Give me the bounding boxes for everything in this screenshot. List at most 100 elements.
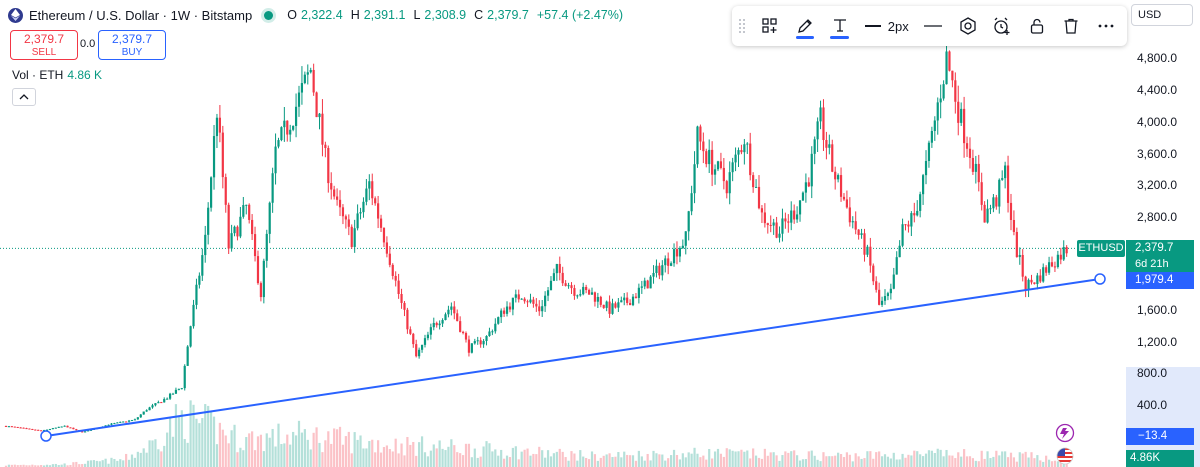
volume-bar xyxy=(546,450,550,467)
volume-label[interactable]: Vol · ETH xyxy=(12,68,64,82)
candle-body xyxy=(933,120,936,131)
last-price-label: 2,379.7 xyxy=(1126,240,1194,257)
volume-bar xyxy=(626,454,629,467)
candle-body xyxy=(693,164,696,194)
volume-bar xyxy=(719,453,723,467)
candle-body xyxy=(913,213,916,216)
candle-body xyxy=(878,289,881,305)
volume-bar xyxy=(294,435,298,467)
candle-body xyxy=(1045,267,1048,273)
volume-bar xyxy=(86,460,90,467)
volume-bar xyxy=(66,465,69,467)
candle-body xyxy=(461,331,465,334)
us-flag-icon[interactable] xyxy=(1053,445,1077,467)
trendline[interactable] xyxy=(45,278,1101,437)
currency-select[interactable]: USD xyxy=(1131,4,1193,26)
candle-body xyxy=(192,304,195,327)
candle-body xyxy=(292,125,295,130)
candle-body xyxy=(186,346,189,366)
templates-button[interactable] xyxy=(756,10,785,42)
candle-body xyxy=(681,245,684,249)
add-alert-button[interactable] xyxy=(988,10,1017,42)
drag-handle-icon[interactable] xyxy=(736,16,747,36)
candle-body xyxy=(66,425,69,428)
volume-bar xyxy=(192,404,195,467)
candle-body xyxy=(637,287,640,298)
volume-bar xyxy=(807,451,810,467)
volume-bar xyxy=(359,435,362,467)
candle-body xyxy=(599,296,602,305)
candle-body xyxy=(775,222,778,238)
volume-bar xyxy=(611,457,614,467)
line-style-button[interactable] xyxy=(919,10,948,42)
delete-button[interactable] xyxy=(1057,10,1086,42)
line-width-button[interactable]: 2px xyxy=(860,10,913,42)
collapse-legend-button[interactable] xyxy=(12,88,36,106)
volume-bar xyxy=(910,455,913,467)
volume-bar xyxy=(986,451,989,467)
settings-button[interactable] xyxy=(953,10,982,42)
candle-body xyxy=(48,429,52,431)
candle-body xyxy=(321,113,324,145)
candle-body xyxy=(122,421,125,423)
volume-bar xyxy=(119,459,122,467)
candle-body xyxy=(649,276,652,289)
candle-body xyxy=(740,150,743,153)
trendline-end-handle[interactable] xyxy=(1094,273,1106,285)
candle-body xyxy=(262,260,265,298)
candle-body xyxy=(13,426,16,428)
candle-body xyxy=(415,344,418,357)
candle-body xyxy=(221,132,224,178)
volume-bar xyxy=(388,449,391,467)
candle-body xyxy=(549,280,553,291)
candle-body xyxy=(394,275,397,281)
candle-body xyxy=(558,263,561,273)
volume-bar xyxy=(198,423,201,467)
lock-icon xyxy=(1030,18,1043,34)
volume-bar xyxy=(37,465,40,467)
volume-bar xyxy=(51,464,54,467)
candle-body xyxy=(793,210,796,220)
symbol-title[interactable]: Ethereum / U.S. Dollar · 1W · Bitstamp xyxy=(29,7,253,23)
volume-bar xyxy=(889,458,892,467)
candle-body xyxy=(330,183,333,190)
volume-bar xyxy=(89,460,93,467)
volume-bar xyxy=(450,439,453,467)
volume-bar xyxy=(127,459,131,467)
fast-forward-icon[interactable] xyxy=(1053,422,1077,444)
volume-bar xyxy=(728,449,731,467)
candle-body xyxy=(734,154,737,163)
candle-body xyxy=(327,148,330,184)
buy-button[interactable]: 2,379.7 BUY xyxy=(98,30,166,60)
candle-body xyxy=(655,265,658,273)
volume-bar xyxy=(631,455,635,467)
volume-bar xyxy=(189,400,192,467)
volume-bar xyxy=(248,433,251,467)
volume-bars xyxy=(4,400,1068,467)
symbol-legend: Ethereum / U.S. Dollar · 1W · Bitstamp O… xyxy=(8,6,623,24)
line-color-button[interactable] xyxy=(791,10,820,42)
volume-bar xyxy=(980,450,983,467)
trendline-drawing[interactable] xyxy=(40,273,1106,442)
candle-body xyxy=(397,280,400,295)
volume-bar xyxy=(183,439,186,467)
volume-bar xyxy=(760,458,764,467)
volume-bar xyxy=(552,453,556,467)
trendline-start-handle[interactable] xyxy=(40,430,52,442)
buy-label: BUY xyxy=(121,47,143,58)
candle-body xyxy=(464,333,468,340)
candle-body xyxy=(306,72,309,75)
volume-bar xyxy=(315,427,318,467)
lock-button[interactable] xyxy=(1022,10,1051,42)
candle-body xyxy=(365,188,368,202)
volume-bar xyxy=(667,458,670,467)
sell-button[interactable]: 2,379.7 SELL xyxy=(10,30,78,60)
candle-body xyxy=(1065,247,1068,254)
volume-bar xyxy=(101,460,104,467)
candle-body xyxy=(1021,254,1024,277)
text-color-button[interactable] xyxy=(825,10,854,42)
volume-bar xyxy=(620,457,623,467)
candle-body xyxy=(910,213,913,227)
more-options-button[interactable] xyxy=(1091,10,1120,42)
